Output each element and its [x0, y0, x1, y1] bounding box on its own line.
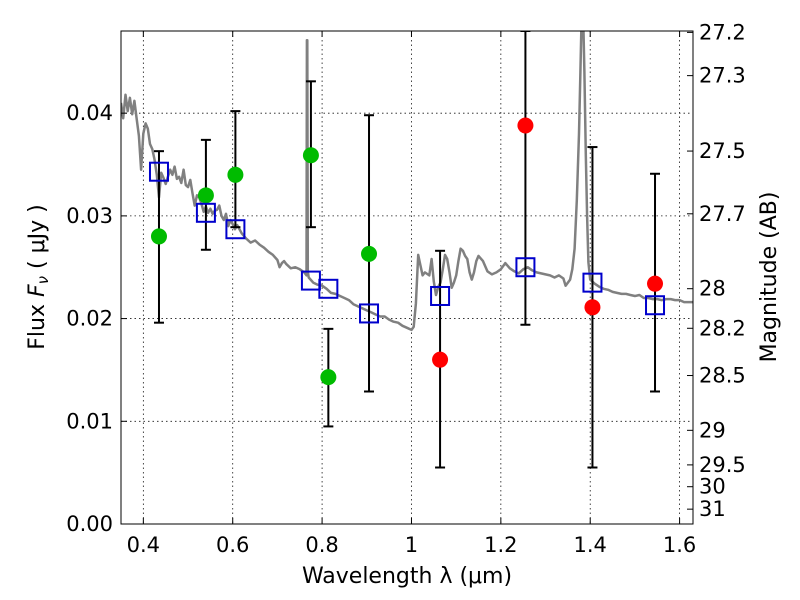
right-tick-label: 28.2	[699, 316, 746, 340]
right-tick-label: 31	[699, 497, 726, 521]
y-tick-label: 0.01	[66, 409, 113, 433]
right-tick-label: 27.5	[699, 139, 746, 163]
y-tick-label: 0.00	[66, 512, 113, 536]
model-square-marker	[515, 257, 536, 278]
y-axis-label-subscript: ν	[34, 276, 52, 284]
y-axis-label-symbol: F	[25, 284, 50, 297]
x-tick-label: 0.8	[305, 533, 338, 557]
points-layer	[148, 117, 666, 386]
plot-frame	[120, 30, 694, 525]
red-data-point	[517, 117, 534, 134]
y-tick-label: 0.03	[66, 204, 113, 228]
green-data-point	[197, 187, 214, 204]
x-tick-label: 1.2	[484, 533, 517, 557]
right-tick-label: 27.3	[699, 64, 746, 88]
model-square-marker	[195, 202, 216, 223]
y-axis-label: Flux Fν ( μJy )	[25, 204, 52, 349]
right-tick-label: 27.2	[699, 20, 746, 44]
x-tick-label: 1.4	[574, 533, 607, 557]
spectrum-layer	[121, 31, 693, 332]
right-tick-label: 29	[699, 418, 726, 442]
green-data-point	[361, 245, 378, 262]
green-data-point	[320, 369, 337, 386]
green-data-point	[227, 166, 244, 183]
model-square-marker	[430, 285, 451, 306]
y-tick-label: 0.04	[66, 101, 113, 125]
x-tick-label: 1.6	[663, 533, 696, 557]
red-data-point	[584, 299, 601, 316]
y-axis-label-suffix: ( μJy )	[25, 204, 50, 276]
right-tick-label: 28.5	[699, 364, 746, 388]
ticks-layer: 0.4 0.6 0.8 1 1.2 1.4 1.6 0.00 0.01 0.02 0.03 0.04 2…	[66, 20, 746, 557]
red-data-point	[647, 275, 664, 292]
model-square-marker	[318, 278, 339, 299]
x-tick-label: 1	[405, 533, 418, 557]
red-data-point	[432, 351, 449, 368]
x-axis-label: Wavelength λ (μm)	[302, 564, 512, 589]
model-square-marker	[645, 295, 666, 316]
right-tick-label: 30	[699, 475, 726, 499]
model-square-marker	[359, 303, 380, 324]
plot-background	[121, 31, 693, 524]
right-tick-label: 27.7	[699, 202, 746, 226]
grid	[121, 31, 693, 525]
model-square-marker	[148, 161, 169, 182]
y-axis-label-prefix: Flux	[25, 297, 50, 350]
green-data-point	[150, 228, 167, 245]
y-tick-label: 0.02	[66, 307, 113, 331]
model-square-marker	[582, 272, 603, 293]
green-data-point	[302, 147, 319, 164]
right-axis-label: Magnitude (AB)	[757, 192, 782, 363]
right-tick-label: 28	[699, 277, 726, 301]
model-square-marker	[225, 219, 246, 240]
x-tick-label: 0.4	[127, 533, 160, 557]
right-tick-label: 29.5	[699, 453, 746, 477]
x-tick-label: 0.6	[216, 533, 249, 557]
spectrum-line	[121, 31, 693, 332]
